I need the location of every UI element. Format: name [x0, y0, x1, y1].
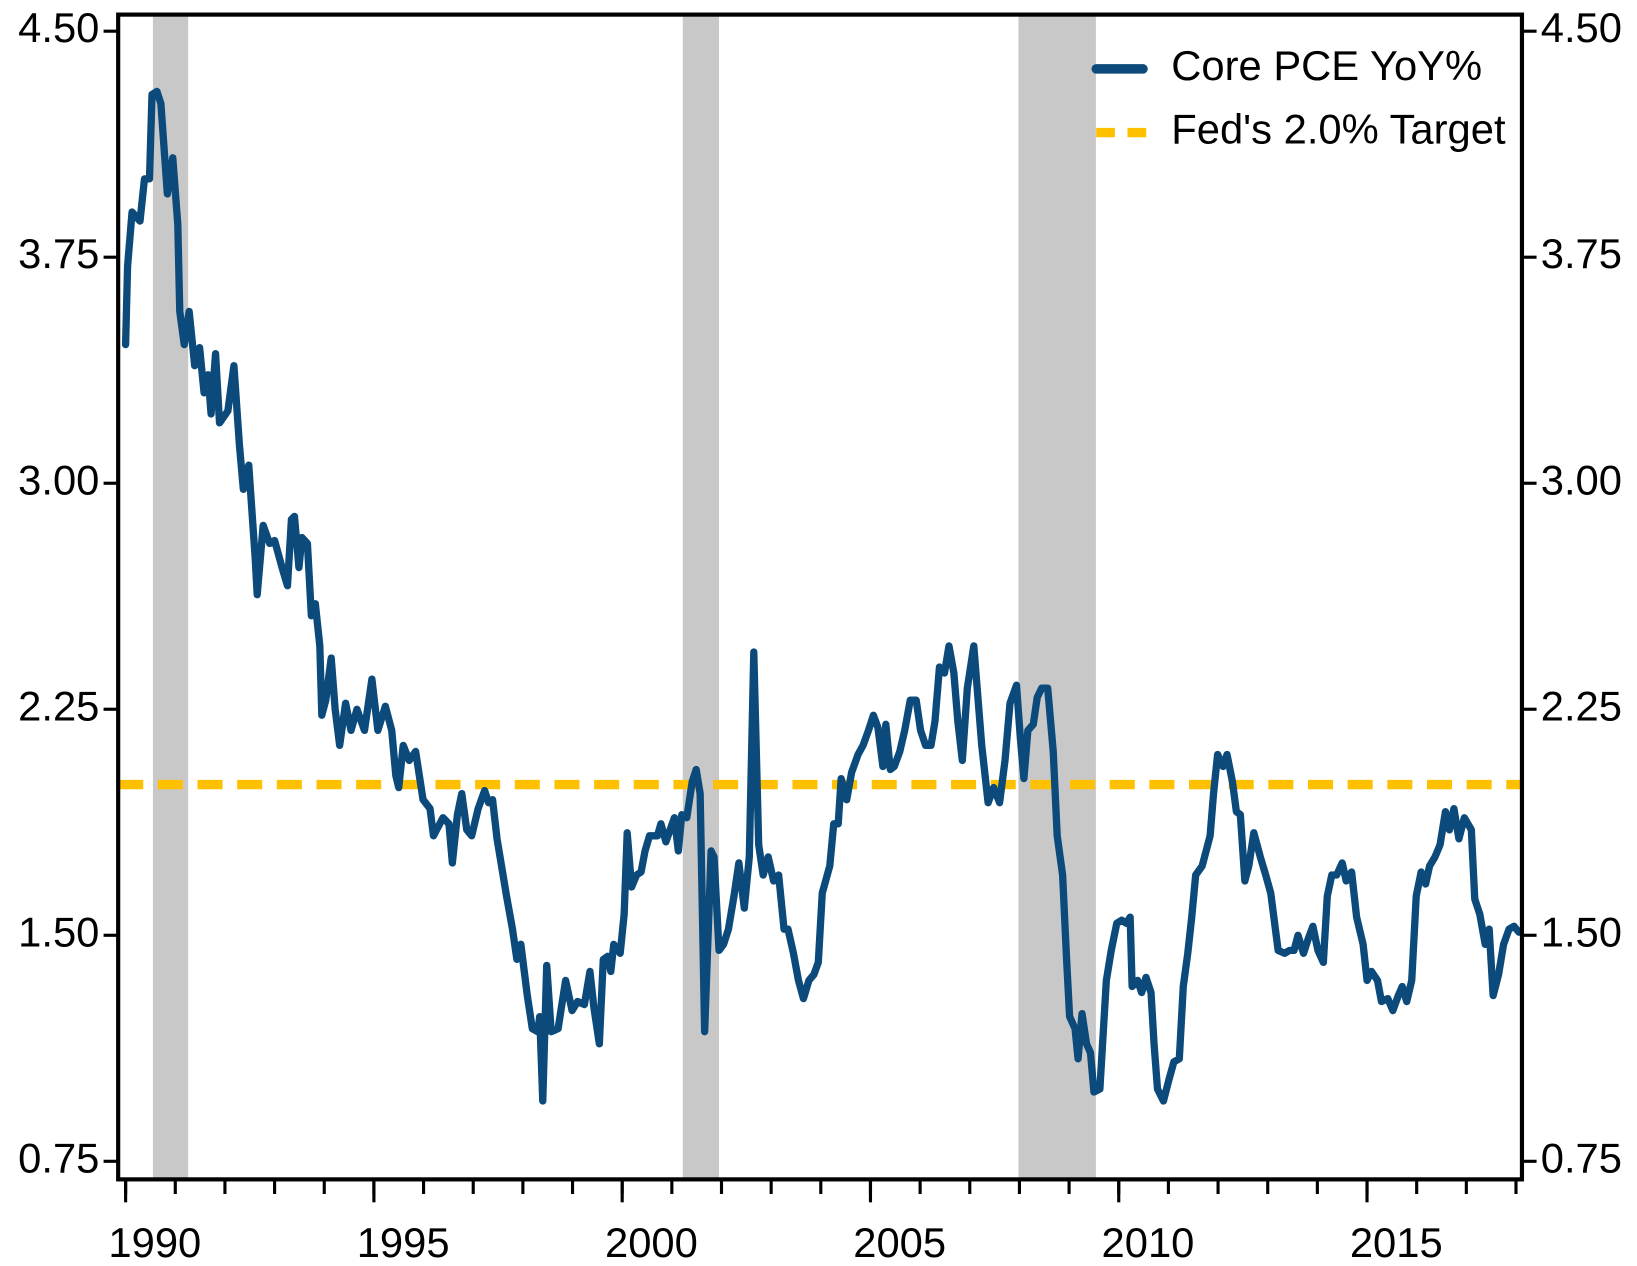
x-tick-label: 2015: [1350, 1219, 1443, 1266]
y-tick-label: 2.25: [18, 682, 99, 729]
x-tick-label: 2005: [853, 1219, 946, 1266]
x-tick-label: 1990: [108, 1219, 201, 1266]
y-tick-label: 0.75: [18, 1134, 99, 1181]
y2-tick-label: 1.50: [1541, 908, 1622, 955]
legend-label: Core PCE YoY%: [1171, 42, 1482, 89]
legend-label: Fed's 2.0% Target: [1171, 106, 1506, 153]
x-tick-label: 1995: [357, 1219, 450, 1266]
y-tick-label: 4.50: [18, 4, 99, 51]
y2-tick-label: 0.75: [1541, 1134, 1622, 1181]
x-tick-label: 2010: [1102, 1219, 1195, 1266]
y2-tick-label: 3.00: [1541, 456, 1622, 503]
y-tick-label: 3.75: [18, 230, 99, 277]
y-tick-label: 3.00: [18, 456, 99, 503]
y-tick-label: 1.50: [18, 908, 99, 955]
y2-tick-label: 4.50: [1541, 4, 1622, 51]
y2-tick-label: 3.75: [1541, 230, 1622, 277]
y2-tick-label: 2.25: [1541, 682, 1622, 729]
shaded-range: [1018, 14, 1096, 1180]
shaded-range: [152, 14, 189, 1180]
x-tick-label: 2000: [605, 1219, 698, 1266]
series-line: [121, 87, 1523, 1105]
plot-frame: [116, 12, 1525, 1182]
